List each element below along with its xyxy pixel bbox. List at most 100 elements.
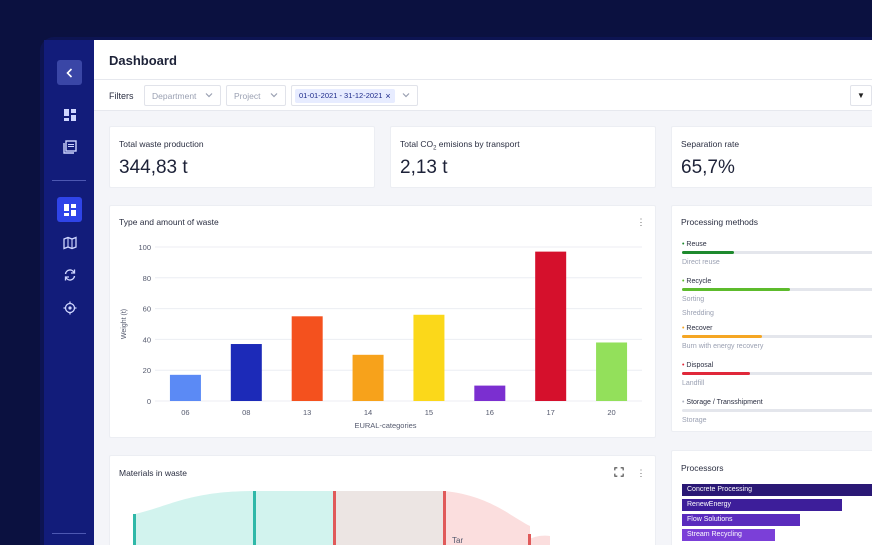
processing-bar-track (682, 288, 872, 291)
processing-method-label: Disposal (686, 362, 714, 369)
processing-bar-fill (682, 288, 790, 291)
bar-15 (413, 314, 445, 401)
processing-method-item: • Recover Burn with energy recovery (682, 325, 872, 352)
y-tick-label: 0 (147, 397, 151, 406)
sidebar-item-dashboard[interactable] (57, 197, 82, 222)
bar-16 (474, 385, 506, 401)
sankey-diagram: Tar (133, 491, 550, 545)
y-tick-label: 60 (143, 305, 151, 314)
bar-17 (535, 251, 567, 401)
chart-title: Type and amount of waste (119, 217, 219, 227)
chevron-left-icon (65, 67, 72, 78)
x-tick-label: 16 (486, 408, 494, 417)
sidebar-item-location[interactable] (57, 295, 82, 320)
y-tick-label: 20 (143, 366, 151, 375)
bar-06 (169, 374, 201, 401)
processing-sub-label: Landfill (682, 380, 705, 387)
processing-bar-fill (682, 335, 762, 338)
kpi-value: 344,83 t (119, 157, 188, 178)
kpi-value: 65,7% (681, 157, 735, 178)
processing-bar-fill (682, 251, 734, 254)
chevron-down-icon (270, 93, 278, 98)
processing-method-item: • Recycle Sorting Shredding (682, 278, 872, 319)
sankey-node (133, 514, 136, 545)
dashboard-icon (63, 203, 76, 216)
processing-bar-fill (682, 372, 750, 375)
materials-title: Materials in waste (119, 468, 188, 478)
sidebar (44, 40, 94, 545)
x-tick-label: 17 (547, 408, 555, 417)
chevron-down-icon (205, 93, 213, 98)
close-icon[interactable]: × (385, 90, 391, 101)
main-content: Dashboard Filters Department Project 01-… (94, 40, 872, 545)
chevron-down-icon (402, 93, 410, 98)
sidebar-item-sync[interactable] (57, 262, 82, 287)
processing-method-label: Recycle (686, 278, 712, 285)
bullet-icon: • (682, 325, 685, 332)
processing-sub-label: Direct reuse (682, 259, 720, 266)
waste-chart-card: Type and amount of waste ⋮ 0 20 40 60 80 100 0… (109, 205, 656, 438)
processor-bar[interactable]: Concrete Processing (682, 484, 872, 496)
sankey-node (253, 491, 256, 545)
bar-14 (352, 354, 384, 401)
date-range-chip: 01-01-2021 - 31-12-2021 × (295, 88, 395, 103)
sidebar-item-overview[interactable] (57, 102, 82, 127)
sankey-flow (135, 491, 335, 545)
kebab-menu-icon[interactable]: ⋮ (636, 468, 646, 478)
kpi-card-separation: Separation rate 65,7% (671, 126, 872, 188)
sankey-node (333, 491, 336, 545)
sidebar-collapse-button[interactable] (57, 60, 82, 85)
dashboard-icon (63, 108, 76, 121)
sidebar-item-map[interactable] (57, 230, 82, 255)
processor-bar[interactable]: Stream Recycling (682, 529, 776, 541)
department-filter[interactable]: Department (144, 85, 221, 106)
kpi-label-sub: 2 (433, 145, 437, 152)
sankey-node (443, 491, 446, 545)
sankey-node (528, 534, 531, 545)
processors-title: Processors (681, 463, 724, 473)
processing-method-label: Storage / Transshipment (686, 399, 763, 406)
processing-sub-label: Storage (682, 417, 707, 424)
bar-13 (291, 316, 323, 401)
x-tick-label: 14 (364, 408, 372, 417)
kpi-card-waste: Total waste production 344,83 t (109, 126, 375, 188)
processing-sub-label: Sorting (682, 296, 705, 303)
processing-method-name: • Storage / Transshipment (682, 399, 872, 406)
processing-method-name: • Recover (682, 325, 872, 332)
x-tick-label: 15 (425, 408, 433, 417)
x-tick-label: 13 (303, 408, 311, 417)
y-axis-label: Weight (t) (121, 309, 128, 339)
kpi-label: Total waste production (119, 139, 204, 149)
materials-card: Materials in waste ⋮ Tar (109, 455, 656, 545)
sankey-flow (445, 491, 530, 545)
filters-dropdown-button[interactable]: ▼ (850, 85, 872, 106)
sankey-flow (519, 535, 550, 545)
sidebar-item-library[interactable] (57, 134, 82, 159)
filters-label: Filters (109, 91, 134, 101)
x-tick-label: 06 (181, 408, 189, 417)
project-filter-label: Project (234, 90, 261, 101)
y-tick-label: 80 (143, 274, 151, 283)
kpi-label-post: emisions by transport (436, 139, 520, 149)
page-title: Dashboard (109, 53, 177, 68)
processing-method-item: • Storage / Transshipment Storage (682, 399, 872, 426)
project-filter[interactable]: Project (226, 85, 286, 106)
date-range-filter[interactable]: 01-01-2021 - 31-12-2021 × (291, 85, 418, 106)
bar-20 (596, 342, 628, 401)
x-tick-label: 08 (242, 408, 250, 417)
bullet-icon: • (682, 241, 685, 248)
processing-method-name: • Disposal (682, 362, 872, 369)
sankey-label: Tar (452, 536, 463, 545)
bullet-icon: • (682, 362, 685, 369)
expand-icon[interactable] (613, 467, 625, 479)
kpi-label: Separation rate (681, 139, 740, 149)
processor-bar[interactable]: Flow Solutions (682, 514, 800, 526)
page-header: Dashboard (94, 40, 872, 80)
processors-card: Processors Concrete Processing RenewEnerg… (671, 450, 872, 545)
kebab-menu-icon[interactable]: ⋮ (636, 217, 646, 227)
processor-bar[interactable]: RenewEnergy (682, 499, 842, 511)
processing-bar-track (682, 409, 872, 412)
processing-sub-label: Burn with energy recovery (682, 343, 764, 350)
y-tick-label: 40 (143, 335, 151, 344)
processing-title: Processing methods (681, 217, 759, 227)
